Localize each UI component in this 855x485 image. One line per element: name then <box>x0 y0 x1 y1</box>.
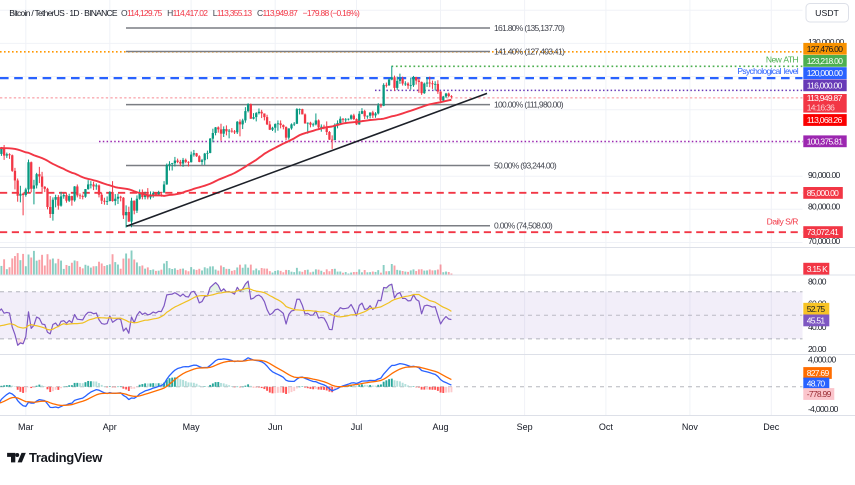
svg-text:-778.99: -778.99 <box>807 389 832 399</box>
svg-text:Oct: Oct <box>599 422 614 432</box>
svg-text:May: May <box>183 422 201 432</box>
svg-text:50.00% (93,244.00): 50.00% (93,244.00) <box>494 160 557 170</box>
svg-text:90,000.00: 90,000.00 <box>808 170 840 180</box>
svg-text:Sep: Sep <box>517 422 533 432</box>
svg-text:161.80% (135,137.70): 161.80% (135,137.70) <box>494 23 565 33</box>
svg-text:Aug: Aug <box>432 422 448 432</box>
svg-text:113,949.87: 113,949.87 <box>807 93 843 103</box>
svg-text:141.40% (127,493.41): 141.40% (127,493.41) <box>494 46 565 56</box>
svg-text:73,072.41: 73,072.41 <box>807 227 839 237</box>
svg-text:120,000.00: 120,000.00 <box>807 68 844 78</box>
svg-text:New ATH: New ATH <box>766 55 799 65</box>
svg-text:827.69: 827.69 <box>807 368 830 378</box>
svg-text:Nov: Nov <box>682 422 699 432</box>
svg-text:52.75: 52.75 <box>807 304 826 314</box>
svg-text:20.00: 20.00 <box>808 344 827 354</box>
svg-text:14:16:36: 14:16:36 <box>807 102 835 112</box>
svg-text:116,000.00: 116,000.00 <box>807 80 843 90</box>
svg-text:123,218.00: 123,218.00 <box>807 56 844 66</box>
svg-text:80,000.00: 80,000.00 <box>808 202 840 212</box>
svg-text:85,000.00: 85,000.00 <box>807 188 839 198</box>
svg-text:4,000.00: 4,000.00 <box>808 355 836 365</box>
svg-text:Jul: Jul <box>351 422 363 432</box>
svg-text:Mar: Mar <box>18 422 34 432</box>
svg-text:48.70: 48.70 <box>807 379 826 389</box>
svg-text:113,068.26: 113,068.26 <box>807 115 843 125</box>
svg-text:Psychological level: Psychological level <box>737 66 798 76</box>
svg-text:100,375.81: 100,375.81 <box>807 136 844 146</box>
svg-text:Bitcoin / TetherUS · 1D · BINA: Bitcoin / TetherUS · 1D · BINANCEO114,12… <box>9 8 360 18</box>
svg-text:TradingView: TradingView <box>29 450 103 465</box>
svg-text:127,476.00: 127,476.00 <box>807 44 844 54</box>
svg-text:Dec: Dec <box>763 422 780 432</box>
svg-text:USDT: USDT <box>815 8 839 18</box>
svg-text:3.15 K: 3.15 K <box>807 264 828 274</box>
svg-text:80.00: 80.00 <box>808 276 827 286</box>
svg-text:100.00% (111,980.00): 100.00% (111,980.00) <box>494 100 564 110</box>
svg-text:45.51: 45.51 <box>807 316 826 326</box>
svg-text:0.00% (74,508.00): 0.00% (74,508.00) <box>494 221 553 231</box>
svg-text:Jun: Jun <box>268 422 283 432</box>
svg-text:-4,000.00: -4,000.00 <box>808 404 839 414</box>
svg-text:Apr: Apr <box>103 422 117 432</box>
svg-text:Daily S/R: Daily S/R <box>767 216 799 226</box>
